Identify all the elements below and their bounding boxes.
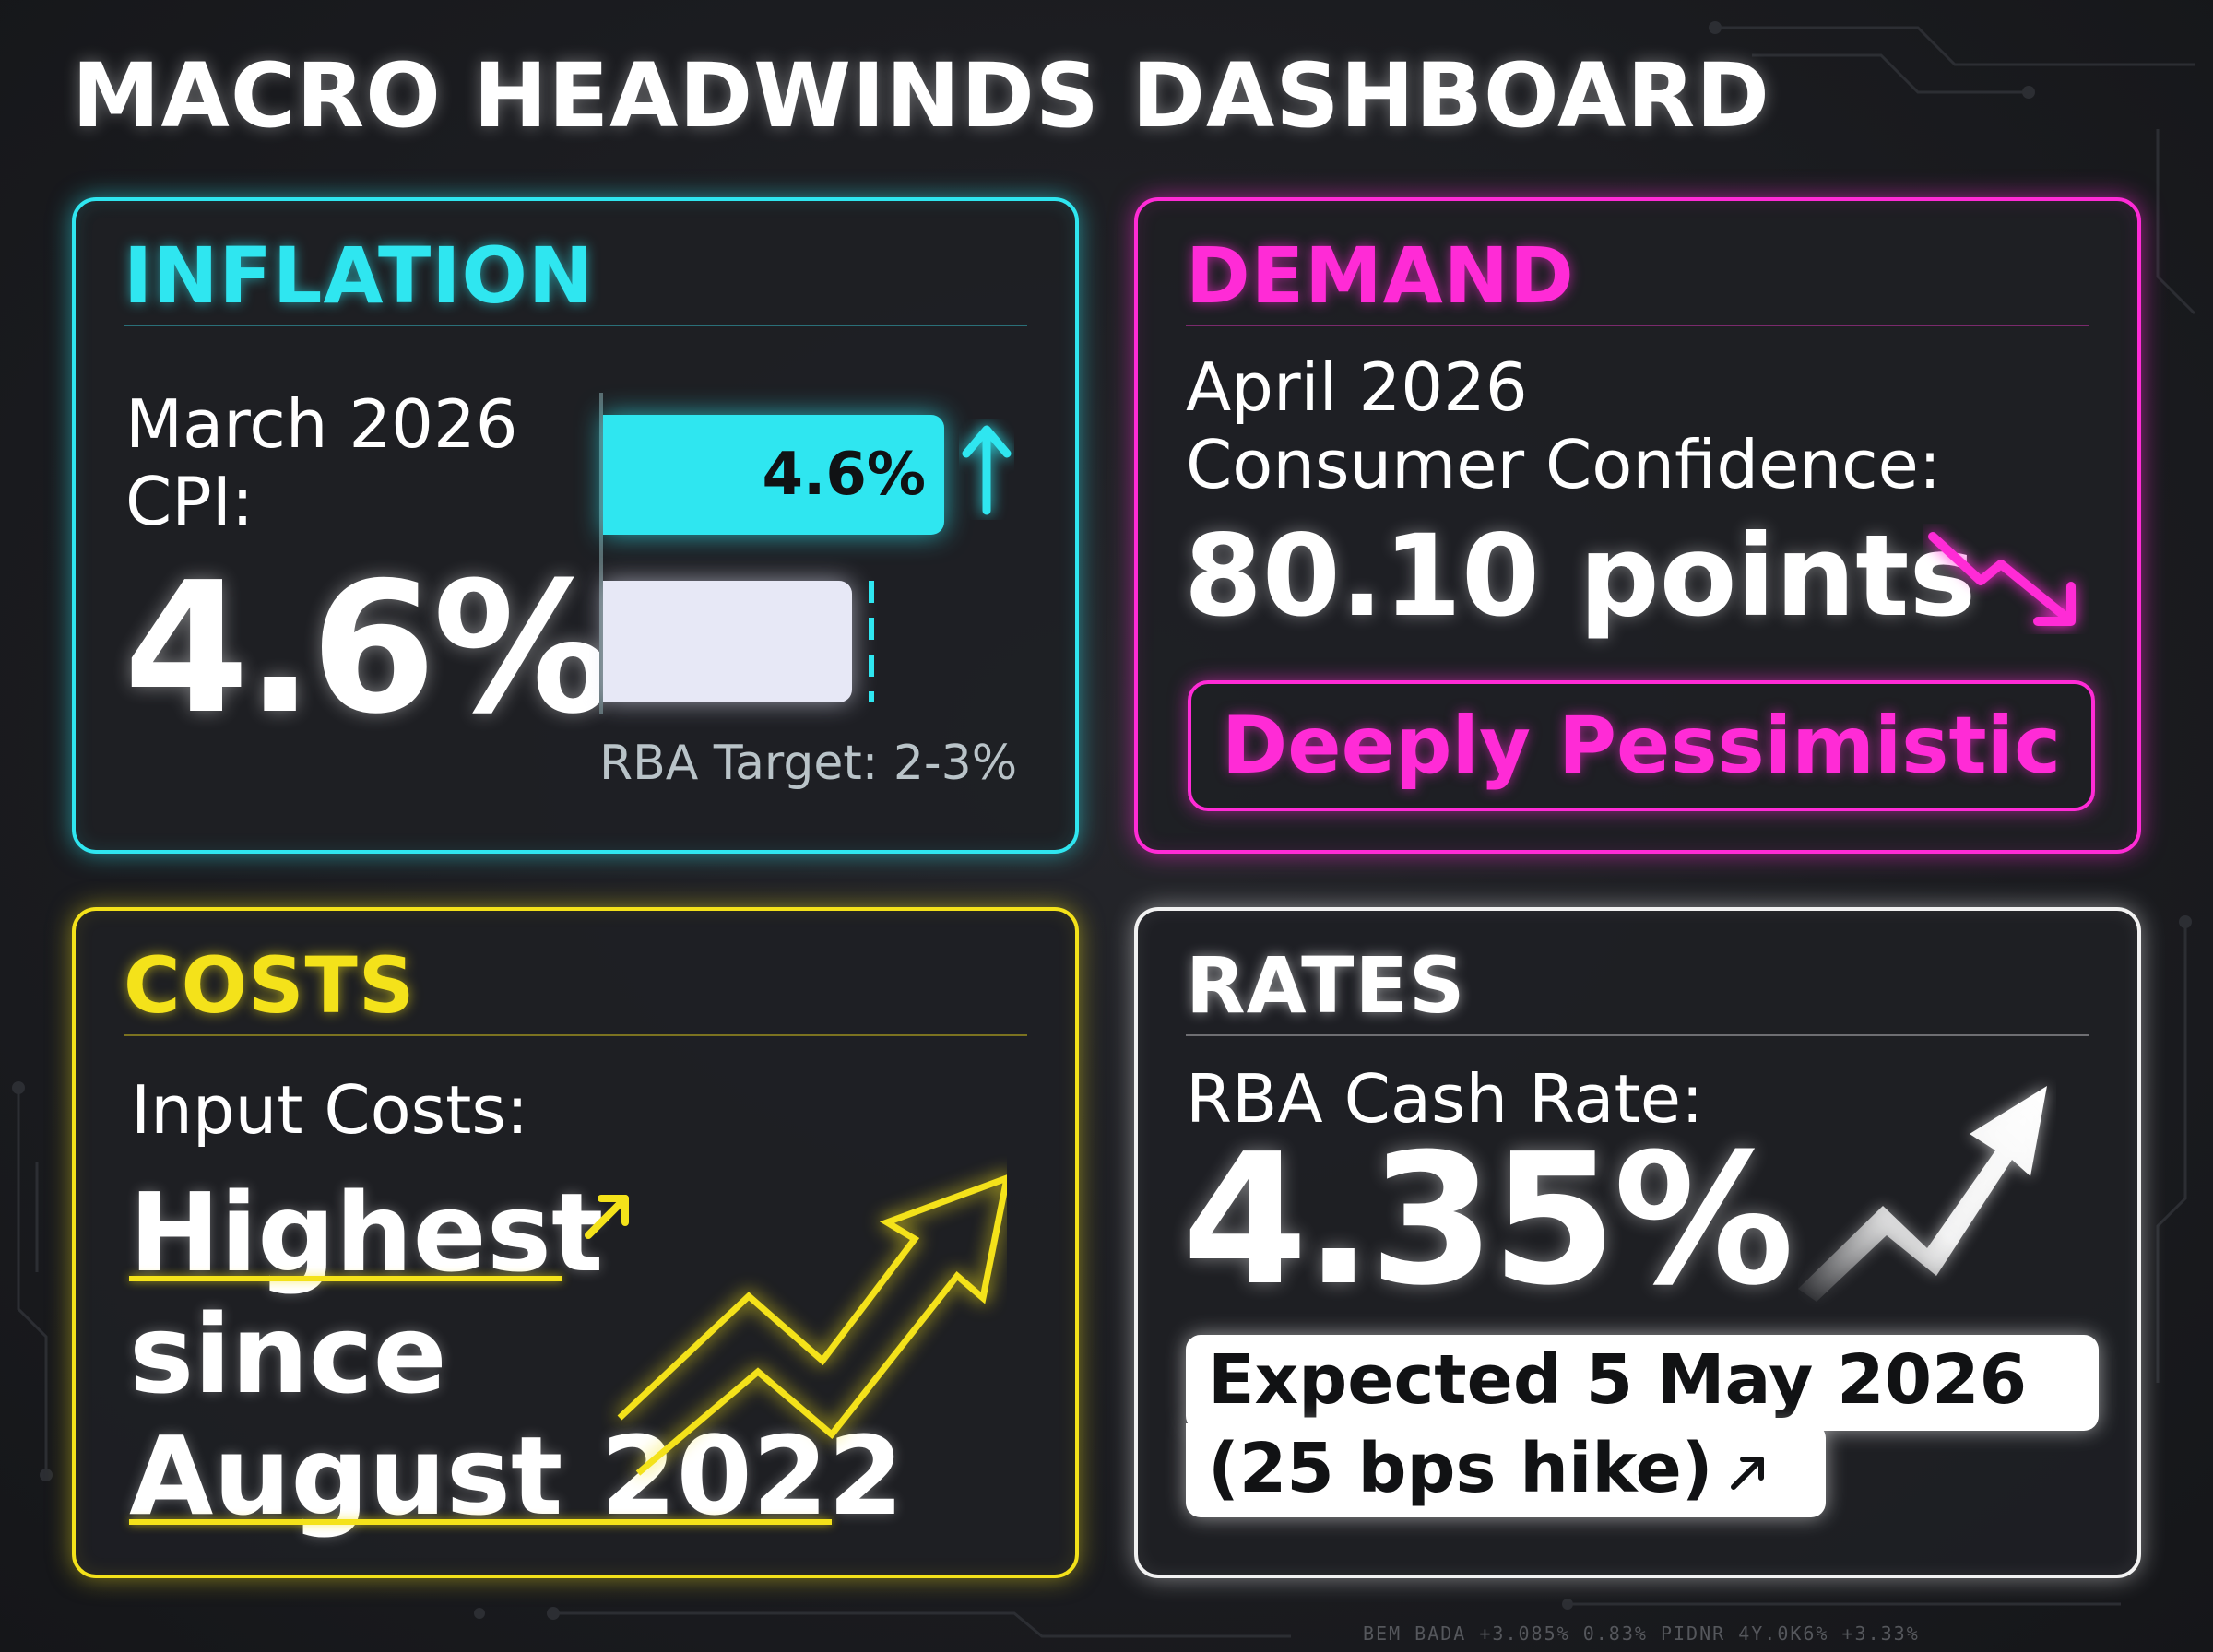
dashboard-title: MACRO HEADWINDS DASHBOARD <box>72 44 1770 148</box>
input-costs-label: Input Costs: <box>131 1071 529 1149</box>
zigzag-up-arrow-icon <box>1798 1086 2047 1302</box>
costs-title: COSTS <box>124 940 416 1031</box>
zigzag-up-arrow-icon <box>617 1174 1007 1476</box>
demand-divider <box>1186 324 2089 326</box>
ticker-strip: BEM BADA +3.085% 0.83% PIDNR 4Y.0K6% +3.… <box>1363 1622 1920 1645</box>
confidence-value: 80.10 points <box>1184 511 1977 642</box>
arrow-down-icon <box>1928 532 2076 626</box>
expectation-line-2-text: (25 bps hike) <box>1208 1429 1713 1508</box>
input-costs-line-3: August 2022 <box>129 1412 904 1540</box>
rates-title: RATES <box>1186 940 1466 1031</box>
confidence-label: April 2026 Consumer Confidence: <box>1186 348 1941 503</box>
inflation-panel: INFLATION March 2026 CPI: 4.6% 4.6% RBA … <box>72 197 1079 854</box>
rates-panel: RATES RBA Cash Rate: 4.35% Expected 5 Ma… <box>1134 907 2141 1578</box>
confidence-label-name: Consumer Confidence: <box>1186 426 1942 503</box>
cpi-value: 4.6% <box>124 544 614 754</box>
arrow-up-right-icon <box>585 1195 629 1239</box>
highlight-underline <box>129 1276 562 1281</box>
target-marker <box>869 581 874 702</box>
cpi-label-period: March 2026 <box>125 385 518 463</box>
input-costs-line-2: since <box>129 1291 447 1418</box>
inflation-divider <box>124 324 1027 326</box>
bar-axis <box>599 393 603 714</box>
confidence-label-period: April 2026 <box>1186 348 1528 426</box>
arrow-up-icon <box>962 425 1012 515</box>
costs-divider <box>124 1034 1027 1036</box>
target-bar <box>603 581 852 702</box>
costs-panel: COSTS Input Costs: Highest since August … <box>72 907 1079 1578</box>
sentiment-badge: Deeply Pessimistic <box>1188 680 2095 811</box>
cpi-bar: 4.6% <box>603 415 944 535</box>
inflation-title: INFLATION <box>124 230 595 321</box>
arrow-up-right-icon <box>1730 1457 1764 1491</box>
rates-divider <box>1186 1034 2089 1036</box>
cash-rate-label: RBA Cash Rate: <box>1186 1060 1704 1138</box>
demand-title: DEMAND <box>1186 230 1575 321</box>
expectation-line-2: (25 bps hike) <box>1186 1423 1826 1517</box>
expectation-line-1: Expected 5 May 2026 <box>1186 1335 2099 1431</box>
demand-panel: DEMAND April 2026 Consumer Confidence: 8… <box>1134 197 2141 854</box>
target-label: RBA Target: 2-3% <box>599 736 1018 791</box>
highlight-underline <box>129 1519 832 1525</box>
input-costs-line-1: Highest <box>129 1169 604 1296</box>
cpi-label-name: CPI: <box>125 463 254 540</box>
cpi-label: March 2026 CPI: <box>125 385 518 540</box>
cash-rate-value: 4.35% <box>1182 1115 1794 1326</box>
